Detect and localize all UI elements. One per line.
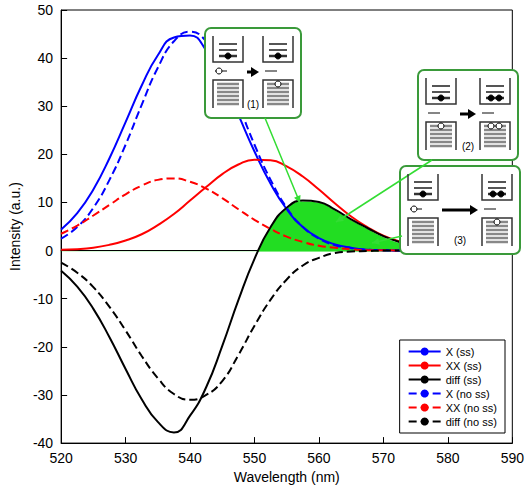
svg-text:-10: -10 [33, 291, 53, 307]
svg-text:40: 40 [38, 50, 54, 66]
svg-text:XX (no ss): XX (no ss) [446, 402, 497, 414]
svg-text:-20: -20 [33, 339, 53, 355]
svg-text:X (no ss): X (no ss) [446, 388, 490, 400]
svg-text:10: 10 [38, 194, 54, 210]
svg-text:-30: -30 [33, 387, 53, 403]
svg-text:20: 20 [38, 146, 54, 162]
svg-text:0: 0 [45, 243, 53, 259]
svg-text:Intensity (a.u.): Intensity (a.u.) [7, 182, 23, 271]
svg-text:540: 540 [178, 450, 202, 466]
svg-text:530: 530 [114, 450, 138, 466]
svg-text:(1): (1) [247, 99, 259, 110]
svg-text:560: 560 [307, 450, 331, 466]
svg-text:diff (no ss): diff (no ss) [446, 416, 497, 428]
svg-text:590: 590 [501, 450, 525, 466]
svg-text:XX (ss): XX (ss) [446, 360, 482, 372]
svg-text:diff (ss): diff (ss) [446, 374, 482, 386]
svg-text:Wavelength (nm): Wavelength (nm) [234, 469, 340, 485]
svg-text:30: 30 [38, 98, 54, 114]
svg-text:570: 570 [372, 450, 396, 466]
svg-text:50: 50 [38, 2, 54, 18]
svg-text:-40: -40 [33, 435, 53, 451]
svg-text:(2): (2) [462, 141, 474, 152]
svg-text:550: 550 [243, 450, 267, 466]
svg-text:580: 580 [436, 450, 460, 466]
svg-text:520: 520 [49, 450, 73, 466]
svg-text:(3): (3) [454, 235, 466, 246]
svg-text:X (ss): X (ss) [446, 346, 475, 358]
